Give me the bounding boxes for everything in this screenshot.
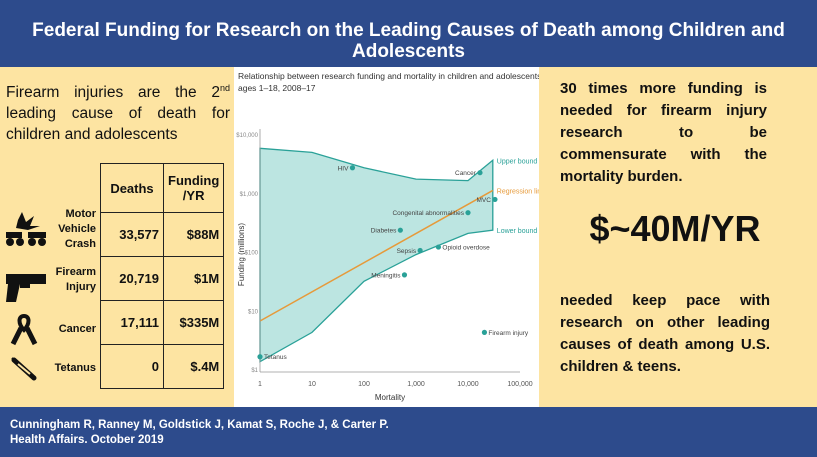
x-tick-label: 100 (358, 381, 370, 388)
chart-panel: Relationship between research funding an… (234, 67, 545, 407)
data-point (477, 170, 483, 176)
x-tick-label: 10,000 (457, 381, 479, 388)
left-heading-rest: leading cause of death for children and … (6, 105, 230, 144)
left-heading: Firearm injuries are the 2nd leading cau… (6, 78, 230, 145)
point-label: Meningitis (371, 272, 401, 279)
syringe-icon (11, 357, 37, 381)
point-label: Firearm injury (488, 330, 528, 337)
table-row: 20,719 $1M (100, 256, 225, 301)
deaths-cell: 33,577 (100, 212, 164, 257)
funding-cell: $335M (162, 300, 225, 345)
page-title: Federal Funding for Research on the Lead… (32, 20, 785, 62)
data-point (417, 247, 423, 254)
funding-table: Deaths Funding /YR 33,577 $88M 20,719 $1M … (100, 163, 225, 389)
y-axis-label: Funding (millions) (237, 223, 246, 286)
funding-cell: $1M (162, 256, 225, 301)
title-bar (0, 0, 817, 67)
x-tick-label: 1 (258, 381, 262, 388)
y-tick-label: $10 (248, 309, 259, 315)
funding-cell: $88M (162, 212, 225, 257)
table-header-row: Deaths Funding /YR (100, 163, 225, 213)
scatter-chart: Relationship between research funding an… (236, 71, 545, 402)
data-point (397, 227, 403, 233)
data-point (481, 329, 488, 335)
citation: Cunningham R, Ranney M, Goldstick J, Kam… (10, 419, 389, 446)
awareness-ribbon-icon (10, 314, 38, 346)
point-label: Opioid overdose (442, 245, 490, 252)
data-point (492, 196, 498, 203)
table-row: 17,111 $335M (100, 300, 225, 345)
right-bottom-text: needed keep pace with research on other … (560, 292, 770, 375)
row-label-firearm: Firearm Injury (55, 266, 96, 293)
data-point (257, 354, 263, 360)
x-tick-label: 1,000 (407, 381, 425, 388)
point-label: Sepsis (397, 248, 417, 255)
line-label: Upper bound (497, 158, 538, 165)
row-label-motor-vehicle: Motor Vehicle Crash (58, 208, 96, 250)
point-label: MVC (477, 197, 492, 204)
row-label-cancer: Cancer (58, 323, 96, 335)
funding-needed-figure: $~40M/YR (589, 208, 761, 249)
left-heading-part: Firearm injuries are the 2 (6, 84, 220, 102)
car-crash-icon (6, 212, 46, 246)
deaths-cell: 17,111 (100, 300, 164, 345)
line-label: Lower bound (497, 228, 538, 235)
x-tick-label: 100,000 (507, 381, 532, 388)
row-label-tetanus: Tetanus (54, 362, 96, 374)
deaths-cell: 20,719 (100, 256, 164, 301)
data-point (435, 244, 442, 250)
table-row: 0 $.4M (100, 344, 225, 389)
y-tick-label: $1,000 (240, 192, 259, 198)
y-tick-label: $1 (251, 368, 258, 374)
ordinal-suffix: nd (219, 83, 230, 93)
point-label: Diabetes (371, 228, 397, 235)
point-label: Congenital abnormalities (392, 210, 464, 217)
deaths-cell: 0 (100, 344, 164, 389)
point-label: Cancer (455, 170, 477, 177)
handgun-icon (6, 274, 46, 302)
x-tick-label: 10 (308, 381, 316, 388)
chart-title-line2: ages 1–18, 2008–17 (238, 83, 316, 93)
right-top-text: 30 times more funding is needed for fire… (560, 80, 767, 185)
footer-bar (0, 407, 817, 457)
y-tick-label: $100 (245, 251, 259, 257)
regression-line (259, 189, 494, 322)
deaths-header: Deaths (100, 163, 164, 213)
data-point (401, 272, 408, 278)
y-tick-label: $10,000 (236, 133, 258, 139)
funding-cell: $.4M (162, 344, 225, 389)
x-axis-label: Mortality (375, 393, 405, 402)
table-row: 33,577 $88M (100, 212, 225, 257)
chart-title: Relationship between research funding an… (238, 71, 539, 81)
funding-header: Funding /YR (162, 163, 225, 213)
data-point (349, 165, 356, 171)
point-label: HIV (338, 165, 350, 172)
data-point (465, 210, 471, 216)
line-label: Regression line (497, 188, 539, 195)
point-label: Tetanus (264, 354, 288, 361)
